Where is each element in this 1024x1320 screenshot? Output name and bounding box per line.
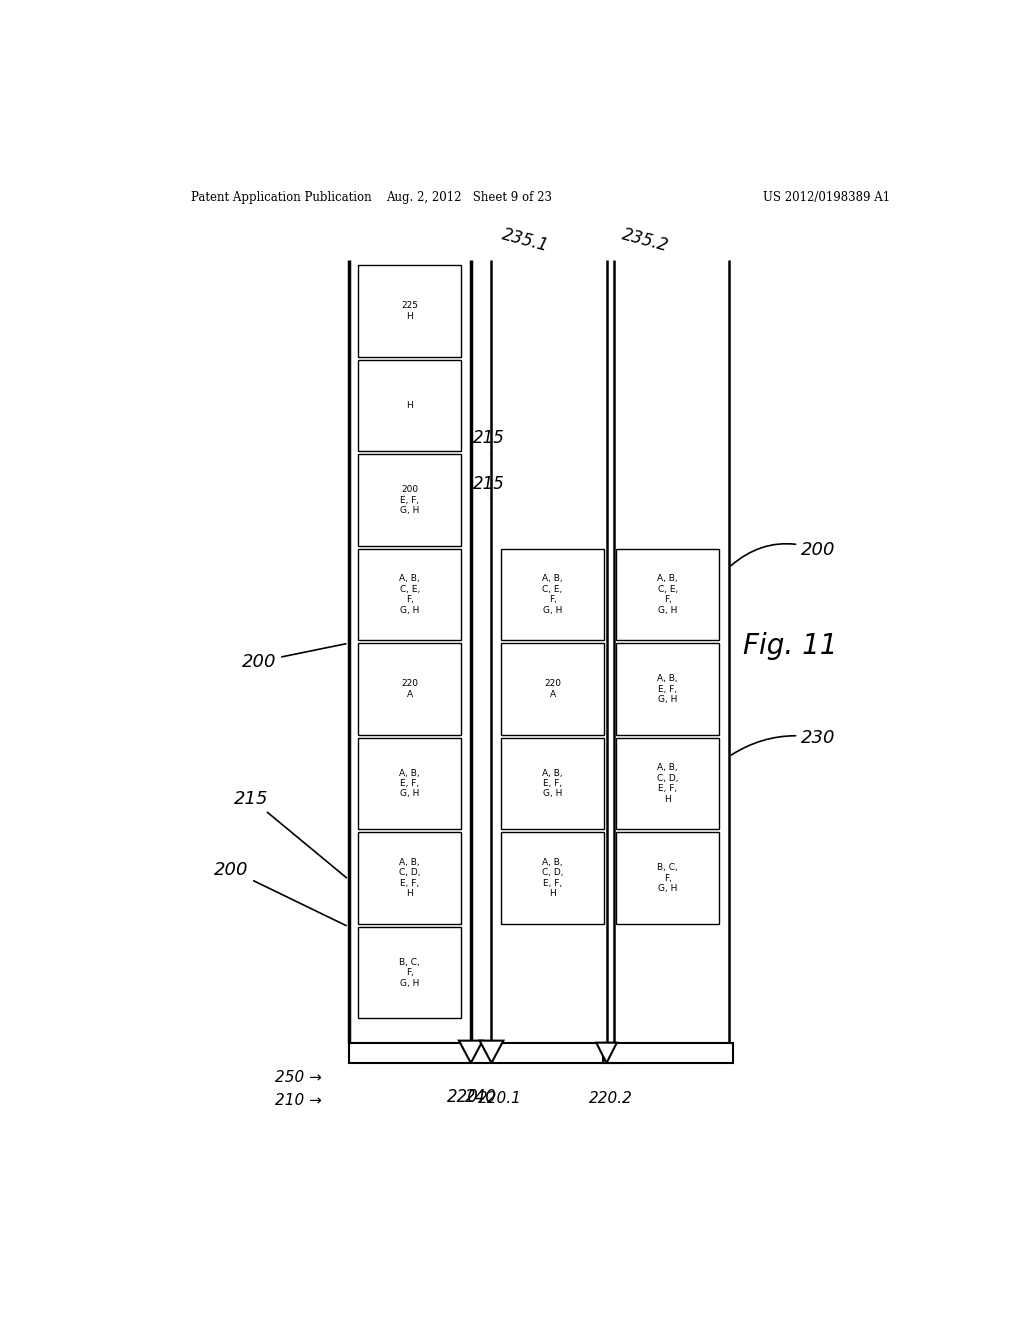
Text: Aug. 2, 2012   Sheet 9 of 23: Aug. 2, 2012 Sheet 9 of 23 [386, 191, 552, 203]
Bar [501, 643, 604, 735]
Text: 200
E, F,
G, H: 200 E, F, G, H [400, 486, 420, 515]
Text: 200: 200 [214, 861, 346, 925]
Text: 220
A: 220 A [544, 680, 561, 698]
Text: Patent Application Publication: Patent Application Publication [191, 191, 372, 203]
Bar [501, 549, 604, 640]
Bar [358, 833, 461, 924]
Text: Fig. 11: Fig. 11 [743, 632, 838, 660]
Bar [616, 549, 719, 640]
Bar [358, 549, 461, 640]
Text: 250 →: 250 → [274, 1071, 322, 1085]
Bar [616, 738, 719, 829]
Text: A, B,
E, F,
G, H: A, B, E, F, G, H [399, 768, 420, 799]
Bar [358, 927, 461, 1019]
Bar [358, 265, 461, 356]
Text: A, B,
C, E,
F,
G, H: A, B, C, E, F, G, H [399, 574, 420, 615]
Text: A, B,
C, E,
F,
G, H: A, B, C, E, F, G, H [543, 574, 563, 615]
Bar [501, 833, 604, 924]
Text: 235.1: 235.1 [500, 226, 550, 255]
Text: 230: 230 [731, 729, 836, 755]
Bar [501, 738, 604, 829]
Text: 220.2: 220.2 [589, 1092, 633, 1106]
Polygon shape [479, 1040, 504, 1063]
Bar [358, 454, 461, 546]
Text: B, C,
F,
G, H: B, C, F, G, H [399, 958, 420, 987]
Text: 215: 215 [233, 789, 346, 878]
Text: 240: 240 [465, 1089, 497, 1106]
Text: 220.1: 220.1 [477, 1092, 521, 1106]
Text: A, B,
C, D,
E, F,
H: A, B, C, D, E, F, H [542, 858, 563, 898]
Text: B, C,
F,
G, H: B, C, F, G, H [657, 863, 678, 894]
Bar [348, 1043, 617, 1063]
Text: 225
H: 225 H [401, 301, 418, 321]
Text: A, B,
C, D,
E, F,
H: A, B, C, D, E, F, H [399, 858, 421, 898]
Text: A, B,
E, F,
G, H: A, B, E, F, G, H [657, 675, 678, 704]
Text: 235.2: 235.2 [621, 226, 671, 255]
Text: A, B,
C, D,
E, F,
H: A, B, C, D, E, F, H [657, 763, 678, 804]
Text: H: H [407, 401, 413, 411]
Bar [358, 738, 461, 829]
Bar [358, 359, 461, 451]
Text: 215: 215 [473, 475, 505, 499]
Text: 200: 200 [242, 644, 346, 671]
Text: 220
A: 220 A [401, 680, 418, 698]
Text: 210 →: 210 → [274, 1093, 322, 1109]
Text: US 2012/0198389 A1: US 2012/0198389 A1 [763, 191, 890, 203]
Polygon shape [459, 1040, 482, 1063]
Text: A, B,
E, F,
G, H: A, B, E, F, G, H [543, 768, 563, 799]
Text: A, B,
C, E,
F,
G, H: A, B, C, E, F, G, H [657, 574, 678, 615]
Text: 220: 220 [446, 1089, 479, 1106]
Bar [616, 833, 719, 924]
Bar [358, 643, 461, 735]
Bar [602, 1043, 733, 1063]
Text: 200: 200 [731, 541, 836, 566]
Polygon shape [596, 1043, 616, 1063]
Bar [616, 643, 719, 735]
Text: 215: 215 [473, 429, 505, 454]
